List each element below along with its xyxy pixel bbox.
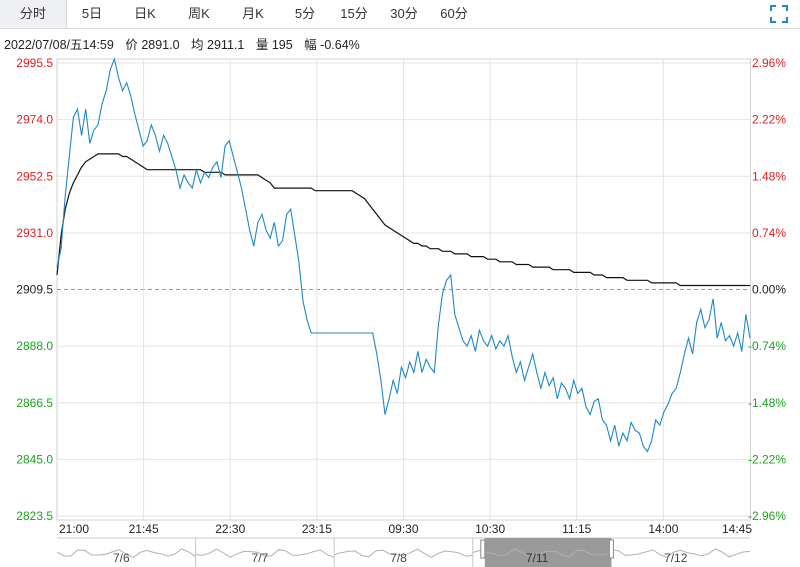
- tab-7[interactable]: 30分: [390, 6, 418, 21]
- quote-change: 幅 -0.64%: [304, 38, 360, 52]
- pct-tick-label: 2.96%: [752, 56, 786, 70]
- x-tick-label: 21:00: [59, 522, 89, 536]
- period-tab-bar: 分时 5日 日K 周K 月K 5分 15分 30分 60分: [0, 0, 800, 29]
- price-line: [56, 57, 751, 453]
- tab-4[interactable]: 月K: [242, 6, 264, 21]
- y-tick-label: 2995.5: [16, 56, 53, 70]
- pct-tick-label: 1.48%: [752, 169, 786, 183]
- navigator-sparkline: [472, 548, 612, 558]
- x-tick-label: 09:30: [388, 522, 418, 536]
- average-price-line: [56, 153, 750, 287]
- x-tick-label: 22:30: [215, 522, 245, 536]
- y-tick-label: 2931.0: [16, 226, 53, 240]
- y-tick-label: 2866.5: [16, 396, 53, 410]
- tab-8[interactable]: 60分: [440, 6, 468, 21]
- y-tick-label: 2888.0: [16, 339, 53, 353]
- navigator-date-label: 7/7: [252, 551, 269, 565]
- navigator-left-handle[interactable]: [480, 539, 486, 559]
- pct-tick-label: -2.22%: [748, 452, 786, 466]
- navigator-date-label: 7/11: [526, 551, 549, 565]
- pct-tick-label: 0.00%: [752, 283, 786, 297]
- quote-info-bar: 2022/07/08/五14:59 价 2891.0 均 2911.1 量 19…: [4, 34, 368, 53]
- y-tick-label: 2823.5: [16, 509, 53, 523]
- pct-tick-label: 2.22%: [752, 113, 786, 127]
- navigator-sparkline: [56, 548, 196, 558]
- pct-tick-label: 0.74%: [752, 226, 786, 240]
- tab-6[interactable]: 15分: [340, 6, 368, 21]
- navigator-sparkline: [195, 548, 335, 558]
- tab-5[interactable]: 5分: [294, 6, 316, 21]
- navigator-right-handle[interactable]: [608, 539, 614, 559]
- fullscreen-icon[interactable]: [768, 3, 790, 25]
- tab-0[interactable]: 分时: [0, 0, 67, 28]
- y-tick-label: 2845.0: [16, 452, 53, 466]
- navigator-sparkline: [334, 548, 473, 558]
- x-tick-label: 10:30: [475, 522, 505, 536]
- y-tick-label: 2974.0: [16, 113, 53, 127]
- x-tick-label: 23:15: [302, 522, 332, 536]
- navigator-date-label: 7/8: [390, 551, 407, 565]
- x-tick-label: 14:45: [722, 522, 752, 536]
- x-tick-label: 11:15: [562, 522, 591, 536]
- navigator-selection[interactable]: [484, 538, 612, 567]
- navigator-date-label: 7/12: [664, 551, 688, 565]
- tab-2[interactable]: 日K: [134, 6, 156, 21]
- pct-tick-label: -0.74%: [748, 339, 786, 353]
- pct-tick-label: -1.48%: [748, 396, 786, 410]
- navigator-date-label: 7/6: [113, 551, 130, 565]
- tab-1[interactable]: 5日: [81, 6, 103, 21]
- quote-price: 价 2891.0: [125, 38, 180, 52]
- y-tick-label: 2909.5: [16, 283, 53, 297]
- x-tick-label: 21:45: [129, 522, 159, 536]
- quote-volume: 量 195: [255, 38, 293, 52]
- y-tick-label: 2952.5: [16, 169, 53, 183]
- pct-tick-label: -2.96%: [748, 509, 786, 523]
- x-tick-label: 14:00: [648, 522, 678, 536]
- tab-3[interactable]: 周K: [188, 6, 210, 21]
- navigator-sparkline: [611, 548, 751, 558]
- quote-datetime: 2022/07/08/五14:59: [4, 38, 114, 52]
- quote-average: 均 2911.1: [191, 38, 245, 52]
